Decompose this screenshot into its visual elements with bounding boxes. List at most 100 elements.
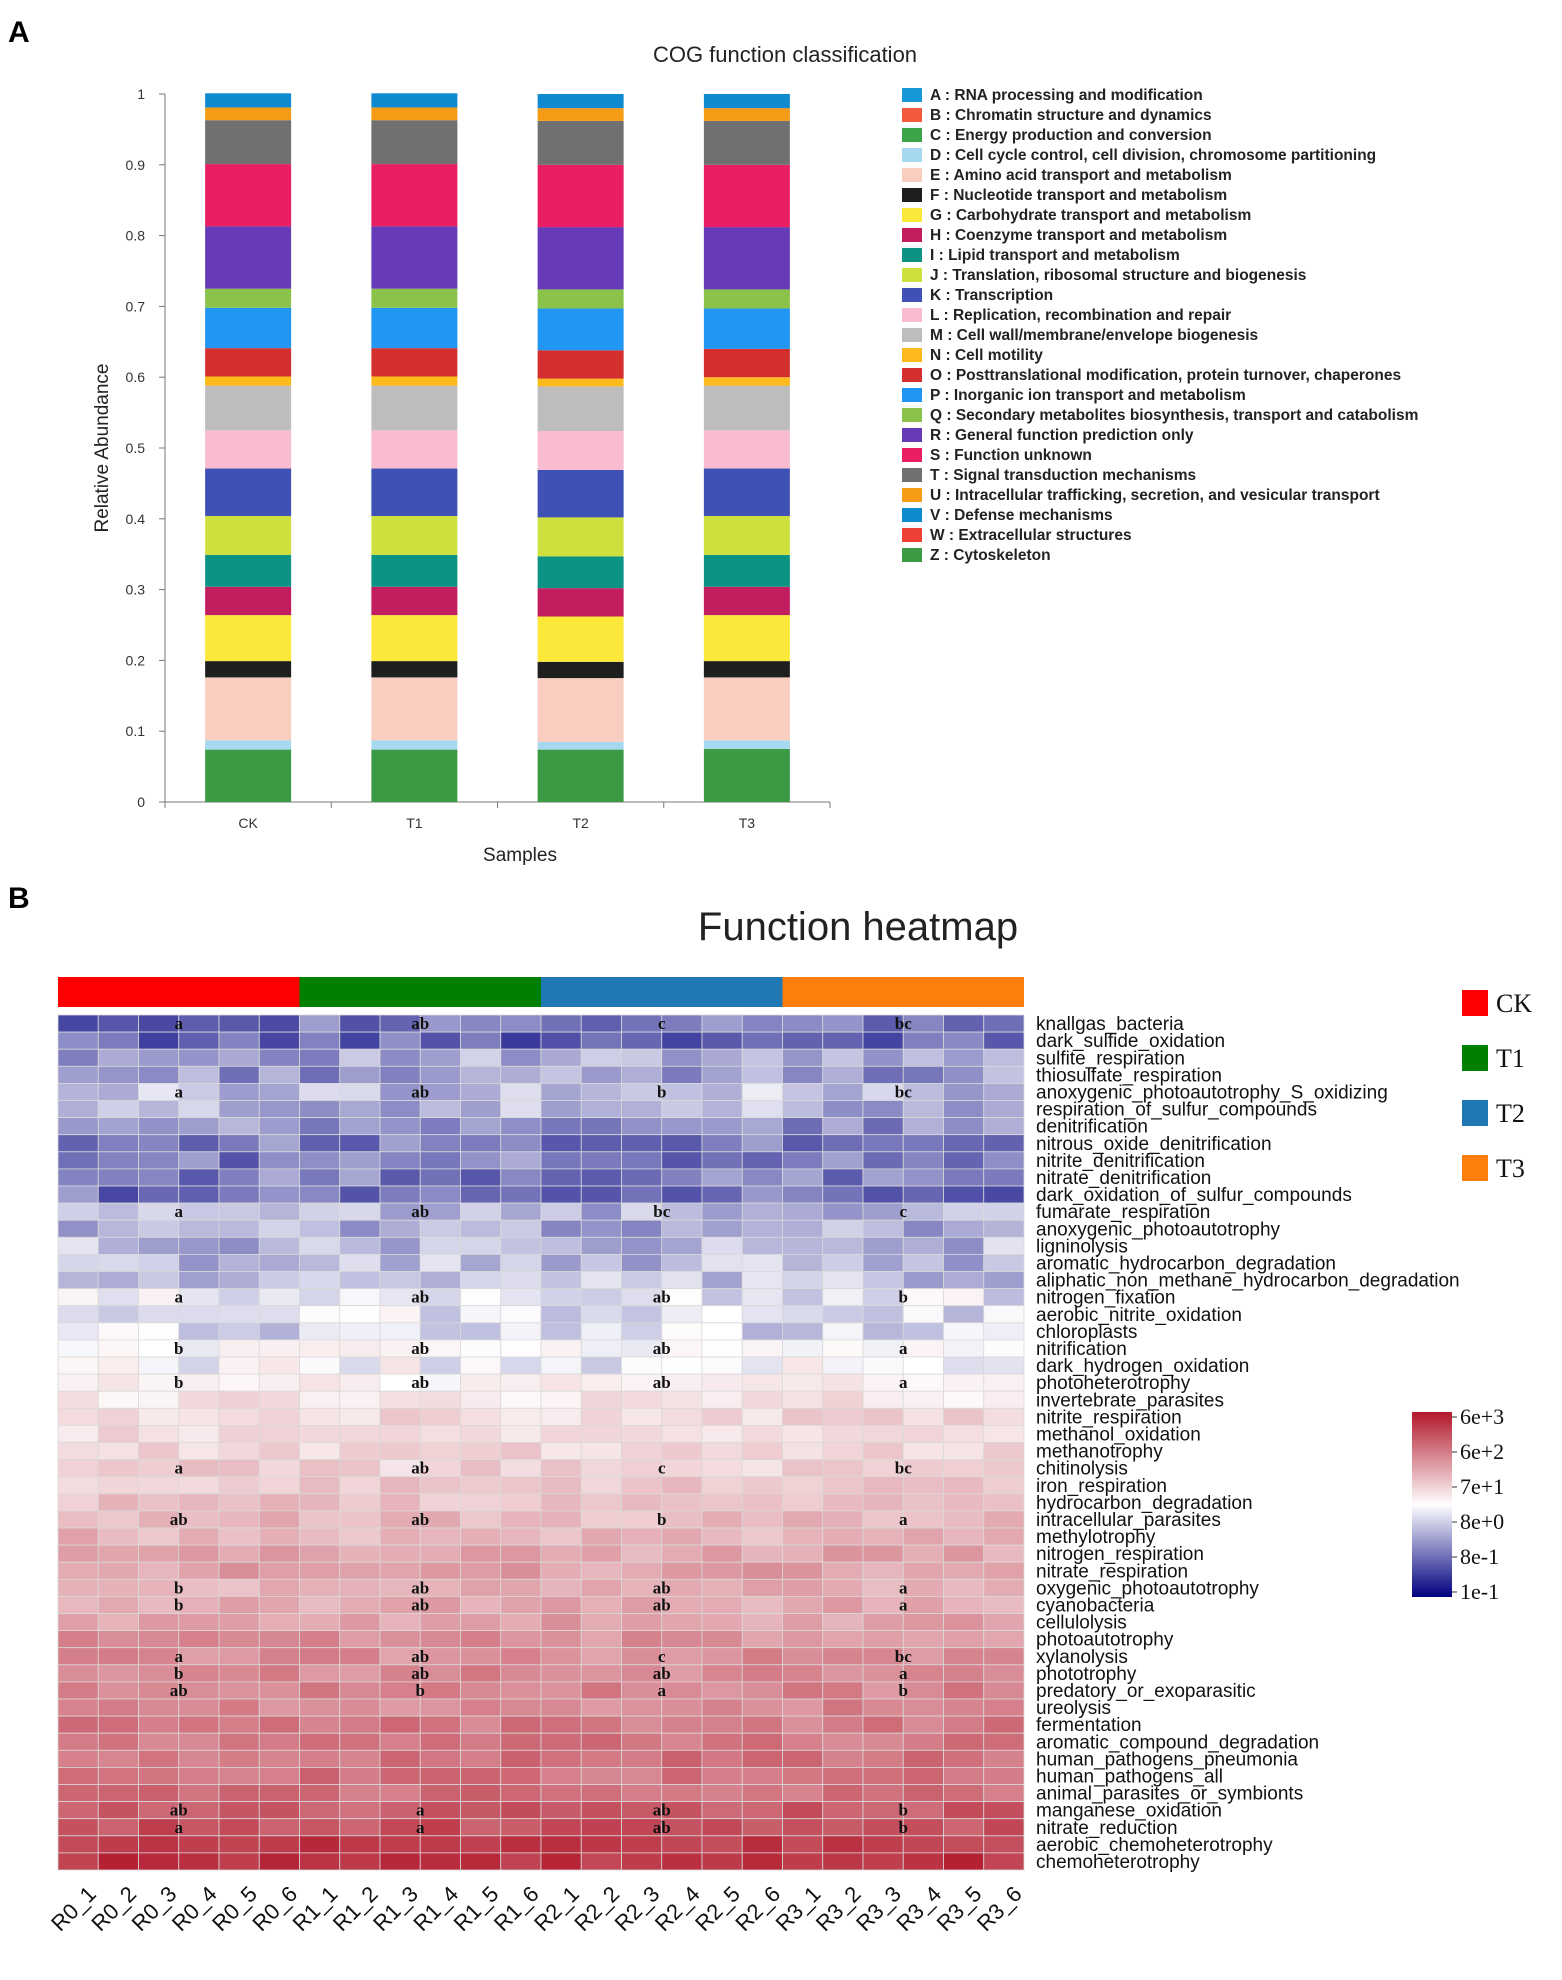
- heatmap-cell: [138, 1305, 180, 1324]
- heatmap-cell: [902, 1801, 944, 1820]
- heatmap-cell: [500, 1613, 542, 1632]
- heatmap-cell: [379, 1527, 421, 1546]
- heatmap-cell: [862, 1339, 904, 1358]
- heatmap-cell: [500, 1202, 542, 1221]
- heatmap-cell: [419, 1151, 461, 1170]
- heatmap-cell: [218, 1613, 260, 1632]
- heatmap-cell: [460, 1476, 502, 1495]
- heatmap-cell: [822, 1715, 864, 1734]
- heatmap-cell: [862, 1442, 904, 1461]
- heatmap-cell: [299, 1476, 341, 1495]
- heatmap-cell: [661, 1083, 703, 1101]
- heatmap-cell: [57, 1630, 99, 1649]
- heatmap-cell: [701, 1390, 743, 1409]
- heatmap-cell: [782, 1476, 824, 1495]
- heatmap-cell: [258, 1749, 300, 1768]
- heatmap-cell: [500, 1390, 542, 1409]
- heatmap-cell: [862, 1664, 904, 1683]
- heatmap-cell: [500, 1407, 542, 1426]
- heatmap-cell: [701, 1767, 743, 1785]
- bar-segment: [537, 588, 624, 617]
- heatmap-colorbar: 6e+3 6e+2 7e+1 8e+0 8e-1 1e-1: [1412, 1404, 1504, 1604]
- heatmap-cell: [621, 1732, 663, 1751]
- heatmap-cell: [621, 1459, 663, 1478]
- heatmap-cell: [339, 1390, 381, 1409]
- heatmap-cell: [661, 1442, 703, 1461]
- heatmap-cell: [138, 1749, 180, 1768]
- heatmap-cell: [782, 1818, 824, 1837]
- heatmap-cell: [540, 1493, 582, 1512]
- heatmap-cell: [902, 1561, 944, 1580]
- heatmap-cell: [460, 1544, 502, 1563]
- heatmap-cell: [822, 1236, 864, 1255]
- panel-b-letter: B: [8, 882, 30, 915]
- row-label: cyanobacteria: [1036, 1596, 1155, 1617]
- heatmap-cell: [138, 1236, 180, 1255]
- heatmap-cell: [741, 1117, 783, 1136]
- row-label: nitrite_respiration: [1036, 1407, 1182, 1428]
- heatmap-cell: [339, 1442, 381, 1461]
- heatmap-cell: [943, 1117, 985, 1136]
- heatmap-cell: [661, 1510, 703, 1529]
- heatmap-cell: [782, 1134, 824, 1153]
- heatmap-cell: [621, 1476, 663, 1495]
- heatmap-cell: [339, 1732, 381, 1751]
- heatmap-cell: [943, 1596, 985, 1614]
- heatmap-cell: [339, 1664, 381, 1683]
- heatmap-cell: [943, 1219, 985, 1238]
- heatmap-cell: [218, 1459, 260, 1478]
- bar-segment: [537, 469, 624, 518]
- heatmap-cell: [97, 1117, 139, 1136]
- heatmap-cell: [540, 1100, 582, 1119]
- significance-letter: ab: [653, 1664, 671, 1683]
- heatmap-cell: [943, 1801, 985, 1820]
- heatmap-cell: [782, 1083, 824, 1101]
- heatmap-cell: [822, 1134, 864, 1153]
- significance-letter: a: [175, 1288, 184, 1307]
- heatmap-cell: [902, 1698, 944, 1717]
- heatmap-cell: [258, 1254, 300, 1272]
- heatmap-cell: [580, 1510, 622, 1529]
- significance-letter: ab: [653, 1818, 671, 1837]
- y-tick-label: 0.7: [126, 298, 146, 314]
- row-label: intracellular_parasites: [1036, 1510, 1221, 1531]
- bar-segment: [205, 307, 292, 349]
- heatmap-cell: [500, 1561, 542, 1580]
- heatmap-cell: [299, 1442, 341, 1461]
- significance-letter: b: [174, 1373, 183, 1392]
- heatmap-cell: [862, 1801, 904, 1820]
- heatmap-cell: [379, 1732, 421, 1751]
- heatmap-cell: [862, 1356, 904, 1375]
- heatmap-cell: [540, 1065, 582, 1084]
- heatmap-cell: [258, 1442, 300, 1461]
- heatmap-cell: [741, 1510, 783, 1529]
- heatmap-cell: [299, 1271, 341, 1290]
- heatmap-cell: [822, 1288, 864, 1307]
- heatmap-cell: [701, 1236, 743, 1255]
- heatmap-cell: [621, 1083, 663, 1101]
- bar-segment: [205, 661, 292, 678]
- bar-segment: [537, 431, 624, 470]
- heatmap-cell: [661, 1168, 703, 1187]
- heatmap-cell: [218, 1561, 260, 1580]
- heatmap-cell: [299, 1818, 341, 1837]
- heatmap-cell: [741, 1083, 783, 1101]
- heatmap-cell: [178, 1407, 220, 1426]
- heatmap-cell: [782, 1613, 824, 1632]
- column-label: R1_6: [489, 1881, 544, 1936]
- heatmap-cell: [540, 1630, 582, 1649]
- heatmap-cell: [621, 1031, 663, 1050]
- heatmap-cell: [97, 1168, 139, 1187]
- heatmap-cell: [97, 1767, 139, 1785]
- bar-segment: [537, 741, 624, 750]
- heatmap-cell: [701, 1031, 743, 1050]
- heatmap-cell: [580, 1527, 622, 1546]
- heatmap-cell: [661, 1014, 703, 1033]
- heatmap-cell: [460, 1031, 502, 1050]
- heatmap-cell: [97, 1698, 139, 1717]
- heatmap-cell: [661, 1425, 703, 1443]
- significance-letter: a: [899, 1373, 908, 1392]
- heatmap-cell: [258, 1801, 300, 1820]
- column-label: R1_5: [449, 1881, 504, 1936]
- heatmap-cell: [419, 1185, 461, 1204]
